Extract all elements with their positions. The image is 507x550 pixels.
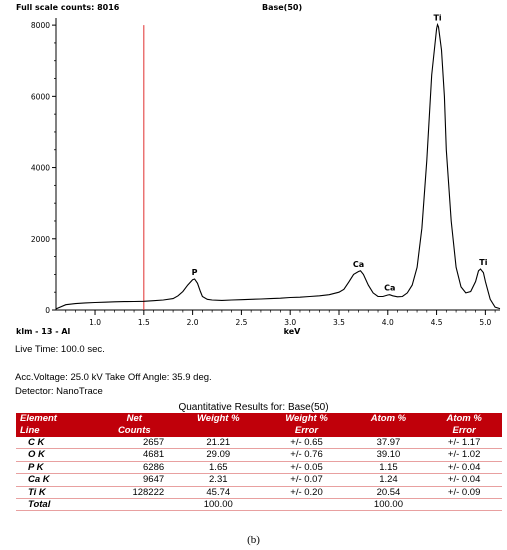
x-tick-label: 1.5	[138, 318, 150, 327]
spectrum-title: Base(50)	[262, 3, 303, 12]
cell-weight: 2.31	[209, 474, 228, 486]
y-tick-label: 4000	[31, 164, 50, 173]
cell-weight-error: +/- 0.65	[290, 437, 323, 448]
col-atom: Atom %	[370, 413, 407, 424]
header-row-1: Element Net Weight % Weight % Atom % Ato…	[16, 413, 502, 425]
chart-axes	[55, 18, 500, 311]
x-tick-label: 2.0	[187, 318, 199, 327]
cell-net: 2657	[143, 437, 165, 448]
cell-weight-error: +/- 0.20	[290, 486, 323, 498]
x-tick-label: 2.5	[235, 318, 247, 327]
spectrum-chart: 0 2000 4000 6000 8000 1.0 1.5 2.0 2.5 3.0 3.5 4.0 4.…	[16, 14, 501, 336]
header-row-2: Line Counts Error Error	[16, 425, 502, 437]
peak-label: Ti	[433, 14, 441, 23]
col-weight-error: Weight %	[285, 413, 328, 424]
table-row: Ti K 128222 45.74 +/- 0.20 20.54 +/- 0.0…	[16, 486, 502, 499]
x-tick-label: 5.0	[479, 318, 491, 327]
col-weight-sub	[174, 425, 262, 437]
cell-atom-error: +/- 0.04	[447, 474, 481, 486]
x-tick-label: 3.5	[333, 318, 345, 327]
table-row: O K 4681 29.09 +/- 0.76 39.10 +/- 1.02	[16, 449, 502, 462]
cell-weight-error: +/- 0.07	[290, 474, 323, 486]
x-axis-label: keV	[284, 327, 302, 336]
results-body: C K 2657 21.21 +/- 0.65 37.97 +/- 1.17 O…	[16, 437, 502, 511]
cell-net: 6286	[143, 461, 165, 473]
cell-net: 128222	[132, 486, 165, 498]
cell-weight: 100.00	[203, 499, 233, 511]
col-weight: Weight %	[196, 413, 240, 424]
cell-element: Total	[28, 499, 51, 511]
spectrum-trace	[55, 22, 501, 310]
cell-weight-error	[262, 499, 350, 511]
col-weight-error-sub: Error	[294, 425, 319, 436]
col-element-sub: Line	[20, 425, 40, 436]
cell-atom: 37.97	[376, 437, 401, 448]
table-row: P K 6286 1.65 +/- 0.05 1.15 +/- 0.04	[16, 461, 502, 474]
table-row-total: Total 100.00 100.00	[16, 499, 502, 511]
cell-weight: 29.09	[206, 449, 231, 461]
acc-voltage: Acc.Voltage: 25.0 kV Take Off Angle: 35.…	[15, 372, 212, 383]
cell-atom-error: +/- 1.02	[447, 449, 481, 461]
cell-net: 4681	[143, 449, 165, 461]
peak-label: Ca	[384, 284, 395, 293]
cell-weight: 21.21	[206, 437, 231, 448]
col-atom-error-sub: Error	[452, 425, 476, 436]
results-title: Quantitative Results for: Base(50)	[178, 402, 329, 413]
col-atom-error: Atom %	[446, 413, 482, 424]
cell-atom: 20.54	[376, 486, 401, 498]
table-row: Ca K 9647 2.31 +/- 0.07 1.24 +/- 0.04	[16, 474, 502, 487]
live-time: Live Time: 100.0 sec.	[15, 344, 105, 355]
peak-label: P	[192, 268, 198, 277]
cell-atom-error: +/- 0.04	[447, 461, 481, 473]
col-element: Element	[20, 413, 57, 424]
chart-ticks: 0 2000 4000 6000 8000 1.0 1.5 2.0 2.5 3.0 3.5 4.0 4.…	[31, 21, 496, 327]
peak-labels: P Ca Ca Ti Ti	[192, 14, 488, 293]
cell-net: 9647	[143, 474, 165, 486]
col-net: Net	[126, 413, 142, 424]
cell-atom: 100.00	[373, 499, 403, 511]
cell-weight: 45.74	[206, 486, 231, 498]
cell-weight-error: +/- 0.76	[290, 449, 323, 461]
full-scale-counts: Full scale counts: 8016	[16, 3, 120, 12]
x-tick-label: 1.0	[89, 318, 101, 327]
cell-net	[94, 499, 174, 511]
cell-element: C K	[28, 437, 45, 448]
table-row: C K 2657 21.21 +/- 0.65 37.97 +/- 1.17	[16, 437, 502, 449]
x-tick-label: 4.5	[431, 318, 443, 327]
cell-atom-error: +/- 0.09	[447, 486, 481, 498]
col-net-sub: Counts	[117, 425, 151, 436]
detector: Detector: NanoTrace	[15, 386, 103, 397]
sample-label: klm - 13 - Al	[16, 327, 71, 336]
results-table: Element Net Weight % Weight % Atom % Ato…	[16, 413, 502, 511]
cell-element: P K	[28, 461, 44, 473]
peak-label: Ca	[353, 260, 364, 269]
cell-atom-error: +/- 1.17	[447, 437, 481, 448]
cell-weight-error: +/- 0.05	[290, 461, 323, 473]
cell-atom-error	[426, 499, 502, 511]
y-tick-label: 6000	[31, 92, 50, 101]
cell-element: O K	[28, 449, 45, 461]
y-tick-label: 8000	[31, 21, 50, 30]
cell-atom: 39.10	[376, 449, 401, 461]
col-atom-sub	[351, 425, 427, 437]
x-tick-label: 3.0	[284, 318, 296, 327]
peak-label: Ti	[479, 258, 487, 267]
x-tick-label: 4.0	[382, 318, 394, 327]
cell-atom: 1.24	[379, 474, 398, 486]
cell-atom: 1.15	[379, 461, 398, 473]
y-tick-label: 2000	[31, 235, 50, 244]
cell-element: Ti K	[28, 486, 46, 498]
results-header: Element Net Weight % Weight % Atom % Ato…	[16, 413, 502, 437]
cell-element: Ca K	[28, 474, 50, 486]
cell-weight: 1.65	[209, 461, 228, 473]
y-tick-label: 0	[45, 306, 50, 315]
figure-caption: (b)	[247, 534, 260, 546]
